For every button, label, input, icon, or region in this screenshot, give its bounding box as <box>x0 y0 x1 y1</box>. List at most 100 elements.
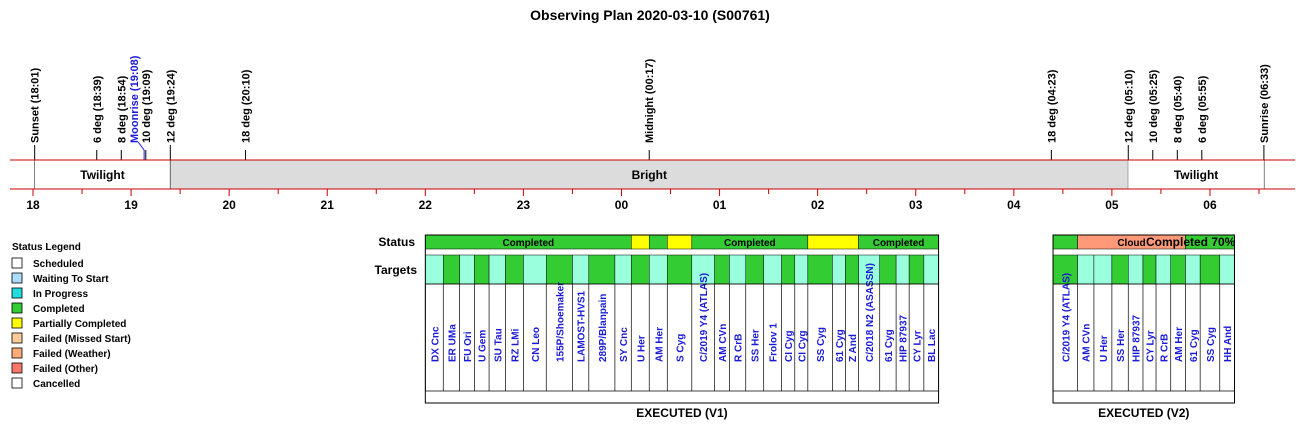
event-label: Sunrise (06:33) <box>1259 64 1271 143</box>
event-label: 18 deg (20:10) <box>241 69 253 143</box>
target-block <box>1077 254 1095 285</box>
event-label: 18 deg (04:23) <box>1046 69 1058 143</box>
target-label: HIP 87937 <box>1132 314 1143 362</box>
legend-item: In Progress <box>33 289 88 300</box>
hour-label: 23 <box>517 198 531 212</box>
event-label: Moonrise (19:08) <box>129 55 141 143</box>
target-block <box>631 254 650 285</box>
target-label: HH And <box>1223 326 1234 362</box>
legend-title: Status Legend <box>12 242 81 253</box>
event-label: 10 deg (19:09) <box>141 69 153 143</box>
hour-label: 04 <box>1007 198 1021 212</box>
event-label: 8 deg (05:40) <box>1172 75 1184 143</box>
target-block <box>1128 254 1144 285</box>
legend-swatch <box>11 257 23 269</box>
target-block <box>1219 254 1235 285</box>
target-label: R CrB <box>1159 334 1170 362</box>
target-block <box>1199 254 1221 285</box>
legend-item: Cancelled <box>33 379 80 390</box>
target-label: Frolov 1 <box>769 323 780 362</box>
target-block <box>1155 254 1171 285</box>
target-label: C/2019 Y4 (ATLAS) <box>699 273 710 362</box>
target-label: SY Cnc <box>619 327 630 362</box>
status-row-label: Status <box>378 235 415 249</box>
event-label: 12 deg (05:10) <box>1123 69 1135 143</box>
target-label: SS Cyg <box>816 327 827 362</box>
target-label: LAMOST-HVS1 <box>577 290 588 362</box>
target-label: U Gem <box>478 330 489 362</box>
target-block <box>572 254 590 285</box>
legend-swatch <box>11 377 23 389</box>
target-label: 155P/Shoemaker <box>555 282 566 362</box>
status-segment <box>631 234 650 250</box>
status-segment <box>667 234 693 250</box>
group-frame <box>424 234 940 404</box>
target-block <box>667 254 693 285</box>
hour-label: 06 <box>1203 198 1217 212</box>
target-label: U Her <box>1099 335 1110 362</box>
target-label: C/2018 N2 (ASASSN) <box>865 263 876 362</box>
event-label: Sunset (18:01) <box>30 67 42 143</box>
group-1: Completed Completed Completed DX Cnc ER UMa F… <box>424 234 940 420</box>
hour-label: 20 <box>222 198 236 212</box>
target-block <box>523 254 547 285</box>
status-segment <box>1052 234 1078 250</box>
target-label: DX Cnc <box>430 326 441 362</box>
target-block <box>1111 254 1129 285</box>
status-segment-label: Completed <box>873 238 925 249</box>
event-leader <box>137 141 145 151</box>
target-label: AM Her <box>1174 327 1185 362</box>
completion-label: Completed 70% <box>1146 235 1236 249</box>
status-segment-label: Cloud <box>1117 238 1145 249</box>
row-labels: Status Targets <box>375 235 418 277</box>
target-block <box>714 254 730 285</box>
target-block <box>794 254 809 285</box>
target-block <box>895 254 910 285</box>
target-block <box>425 254 444 285</box>
hour-label: 05 <box>1105 198 1119 212</box>
band-twilight-0 <box>34 160 171 189</box>
target-label: FU Ori <box>463 331 474 362</box>
target-block <box>923 254 939 285</box>
target-block <box>781 254 796 285</box>
target-block <box>1093 254 1113 285</box>
group-caption: EXECUTED (V1) <box>636 406 727 420</box>
legend-swatch <box>11 362 23 374</box>
target-label: R CrB <box>734 334 745 362</box>
target-block <box>648 254 668 285</box>
target-label: Z And <box>848 334 859 362</box>
event-label: 6 deg (05:55) <box>1197 75 1209 143</box>
target-label: RZ LMi <box>510 328 521 362</box>
hour-label: 22 <box>419 198 433 212</box>
target-label: 289P/Blanpain <box>598 294 609 362</box>
target-label: CI Cyg <box>784 330 795 362</box>
target-label: SU Tau <box>493 328 504 362</box>
target-block <box>443 254 460 285</box>
target-label: CI Cyg <box>797 330 808 362</box>
target-block <box>763 254 782 285</box>
event-label: 6 deg (18:39) <box>92 75 104 143</box>
status-segment-label: Completed <box>502 238 554 249</box>
target-block <box>729 254 746 285</box>
legend-item: Failed (Weather) <box>33 349 111 360</box>
execution-groups: Completed Completed Completed DX Cnc ER UMa F… <box>424 234 1235 420</box>
hour-label: 03 <box>909 198 923 212</box>
legend-swatch <box>11 272 23 284</box>
event-label: Midnight (00:17) <box>644 58 656 143</box>
target-label: SS Her <box>1116 329 1127 362</box>
event-label: 10 deg (05:25) <box>1148 69 1160 143</box>
target-label: 61 Cyg <box>1189 329 1200 362</box>
hour-label: 19 <box>124 198 138 212</box>
target-block <box>474 254 490 285</box>
target-label: CN Leo <box>531 327 542 362</box>
target-block <box>546 254 573 285</box>
target-label: SS Her <box>751 329 762 362</box>
legend-swatch <box>11 347 23 359</box>
legend-item: Failed (Missed Start) <box>33 334 131 345</box>
legend-item: Waiting To Start <box>33 274 109 285</box>
target-block <box>908 254 925 285</box>
sky-bands: Twilight Bright Twilight <box>10 159 1295 190</box>
target-block <box>807 254 833 285</box>
target-label: SS Cyg <box>1206 327 1217 362</box>
